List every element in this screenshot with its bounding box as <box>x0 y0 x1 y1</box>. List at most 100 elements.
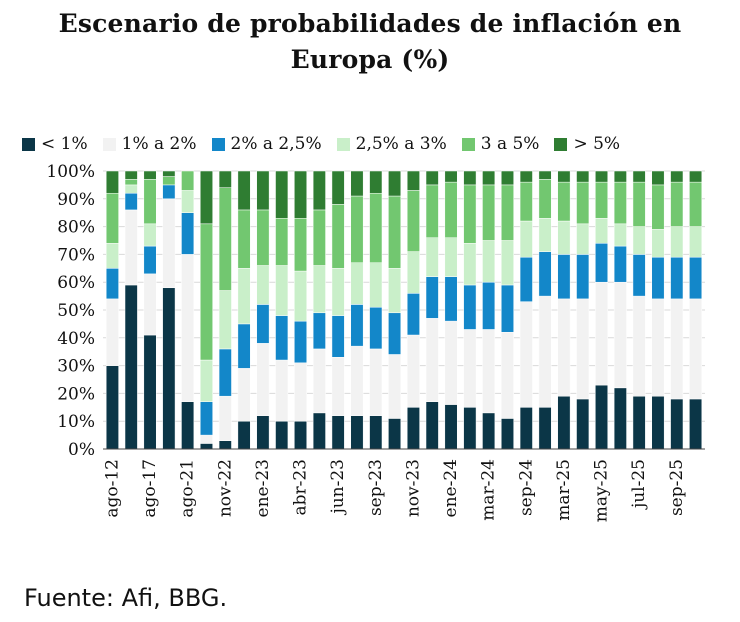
bar-segment <box>425 184 439 238</box>
bar-segment <box>463 170 477 186</box>
bar-segment <box>162 176 176 186</box>
bar-segment <box>312 265 326 314</box>
bar-segment <box>670 181 684 227</box>
bar-segment <box>294 320 307 364</box>
bar-segment <box>689 298 703 400</box>
bar-segment <box>350 195 364 263</box>
bar-segment <box>350 170 364 197</box>
y-tick-label: 50% <box>57 301 95 321</box>
bar-segment <box>105 365 119 450</box>
bar-segment <box>576 223 590 255</box>
bar-segment <box>294 218 307 272</box>
x-tick-label: ago-12 <box>102 459 122 518</box>
bar-segment <box>482 281 496 330</box>
bar-segment <box>124 179 138 186</box>
bar-segment <box>689 398 703 450</box>
bar-segment <box>294 170 307 219</box>
bar-segment <box>388 418 402 450</box>
bar-segment <box>651 256 665 300</box>
bar-segment <box>595 281 608 386</box>
bar-segment <box>613 223 627 247</box>
bar-segment <box>576 254 590 300</box>
bar-segment <box>444 276 458 322</box>
bar-segment <box>200 434 213 444</box>
legend-label: > 5% <box>573 134 621 154</box>
bar-segment <box>105 192 119 244</box>
bar-segment <box>557 170 571 183</box>
x-tick-label: abr-23 <box>291 459 311 516</box>
bar-segment <box>162 184 176 200</box>
bar-segment <box>519 407 533 450</box>
bar-segment <box>519 170 533 183</box>
x-tick-label: mar-24 <box>479 459 499 521</box>
x-tick-label: jul-25 <box>629 459 649 510</box>
bar-segment <box>632 295 646 397</box>
bar-segment <box>557 395 571 450</box>
bar-segment <box>218 290 232 350</box>
bar-segment <box>369 348 383 416</box>
bar-segment <box>181 190 195 213</box>
bar-segment <box>331 204 345 269</box>
x-tick-label: ene-23 <box>253 459 273 517</box>
bar-segment <box>557 254 571 300</box>
bar-segment <box>331 315 345 358</box>
bar-segment <box>331 415 345 450</box>
bar-segment <box>369 192 383 263</box>
bar-segment <box>519 220 533 258</box>
bar-segment <box>501 240 514 286</box>
bar-segment <box>312 312 326 350</box>
bar-segment <box>143 170 157 180</box>
bar-segment <box>444 404 458 450</box>
bar-segment <box>444 237 458 277</box>
y-tick-label: 0% <box>68 440 95 460</box>
bar-segment <box>218 170 232 188</box>
bar-segment <box>369 415 383 450</box>
bar-segment <box>651 170 665 186</box>
bar-segment <box>105 170 119 194</box>
bar-segment <box>294 270 307 322</box>
bar-segment <box>576 170 590 183</box>
y-tick-label: 70% <box>57 245 95 265</box>
bar-segment <box>501 184 514 241</box>
bar-segment <box>406 170 420 191</box>
y-tick-label: 10% <box>57 412 95 432</box>
bar-segment <box>482 329 496 414</box>
chart-title: Escenario de probabilidades de inflación… <box>58 9 682 74</box>
bar-segment <box>256 343 270 416</box>
x-tick-label: ago-17 <box>140 459 160 518</box>
bar-segment <box>613 245 627 283</box>
bar-segment <box>444 170 458 183</box>
bar-segment <box>200 359 213 402</box>
bar-segment <box>538 295 552 408</box>
bar-segment <box>388 354 402 419</box>
bar-segment <box>388 312 402 355</box>
bar-segment <box>350 262 364 305</box>
bar-segment <box>237 368 251 422</box>
bar-segment <box>275 170 289 219</box>
y-tick-label: 30% <box>57 357 95 377</box>
bar-segment <box>595 170 608 183</box>
bar-segment <box>256 265 270 305</box>
bar-segment <box>651 184 665 230</box>
bar-segment <box>689 170 703 183</box>
bar-segment <box>463 407 477 450</box>
bar-segment <box>482 170 496 186</box>
bar-segment <box>275 265 289 316</box>
x-tick-label: nov-23 <box>403 459 423 517</box>
bar-segment <box>406 334 420 408</box>
legend-swatch <box>211 137 225 151</box>
bar-segment <box>463 243 477 286</box>
x-tick-label: mar-25 <box>554 459 574 521</box>
bar-segment <box>595 181 608 219</box>
bar-segment <box>557 220 571 255</box>
bar-segment <box>425 170 439 186</box>
legend-swatch <box>554 137 568 151</box>
bar-segment <box>200 223 213 361</box>
bar-segment <box>557 181 571 222</box>
bar-segment <box>613 281 627 389</box>
bar-segment <box>331 170 345 205</box>
x-tick-label: ene-24 <box>441 459 461 517</box>
bar-segment <box>576 298 590 400</box>
legend-swatch <box>22 137 35 151</box>
bar-segment <box>312 170 326 211</box>
